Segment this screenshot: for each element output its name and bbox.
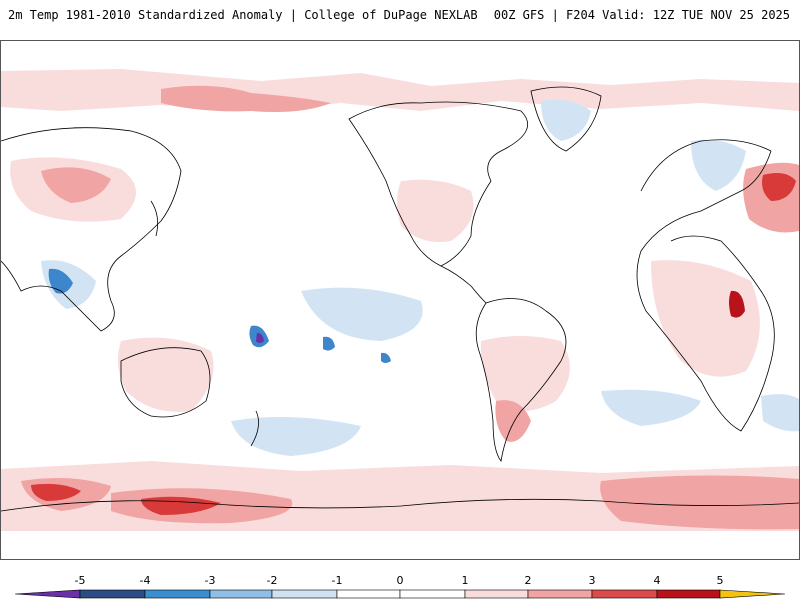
south-america-warm [480, 336, 570, 411]
patagonia-warm [495, 400, 531, 442]
legend-swatch-zero_neg [336, 589, 401, 599]
antarctica-outline [1, 498, 799, 512]
cool-anomaly-regions [41, 99, 799, 456]
russia-strong-warm [762, 173, 796, 201]
south-atlantic-cool [601, 389, 701, 426]
legend-right-arrow [719, 589, 786, 599]
warm-anomaly-regions [1, 69, 799, 531]
pacific-extreme-cool [256, 333, 264, 343]
antarctica-strong-warm-west [31, 483, 81, 501]
africa-warm [651, 260, 760, 377]
new-zealand-outline [250, 410, 259, 447]
indian-ocean-cool [761, 394, 799, 432]
legend-color-bar [14, 589, 786, 599]
map-header: 2m Temp 1981-2010 Standardized Anomaly |… [0, 0, 800, 30]
legend-tick: 2 [524, 574, 532, 587]
legend-tick: 5 [716, 574, 724, 587]
siberia-warm [161, 85, 331, 112]
pacific-cool [301, 287, 423, 341]
legend-tick: 0 [396, 574, 404, 587]
australia-outline [120, 347, 211, 418]
se-asia-strong-cool [48, 268, 73, 294]
map-title: 2m Temp 1981-2010 Standardized Anomaly |… [8, 8, 478, 22]
pacific-strong-cool-3 [381, 352, 391, 363]
greenland-outline [530, 86, 602, 152]
south-pacific-cool [231, 417, 361, 456]
legend-tick: 1 [461, 574, 469, 587]
east-africa-strong-warm [729, 290, 745, 318]
continent-outlines [1, 86, 799, 512]
anomaly-map-canvas [1, 69, 799, 531]
model-run-info: 00Z GFS | F204 Valid: 12Z TUE NOV 25 202… [493, 8, 790, 22]
legend-tick: 3 [588, 574, 596, 587]
legend-tick: -2 [266, 574, 278, 587]
legend-swatch-pos2 [527, 589, 593, 599]
legend-tick: 4 [653, 574, 661, 587]
japan-outline [150, 200, 159, 237]
asia-outline [1, 127, 182, 332]
color-scale-legend: -5 -4 -3 -2 -1 0 1 2 3 4 5 [0, 568, 800, 600]
central-america-outline [440, 265, 487, 304]
legend-left-arrow [14, 589, 81, 599]
legend-swatch-neg4 [79, 589, 146, 599]
legend-swatch-pos1 [464, 589, 529, 599]
legend-tick: -3 [204, 574, 216, 587]
legend-swatch-neg1 [271, 589, 338, 599]
legend-swatch-neg2 [209, 589, 273, 599]
australia-warm [117, 337, 214, 412]
north-america-outline [348, 101, 528, 267]
legend-swatch-pos4 [656, 589, 721, 599]
legend-swatch-pos3 [591, 589, 658, 599]
north-america-warm [397, 179, 474, 242]
arctic-warm-band [1, 69, 799, 111]
south-america-outline [475, 298, 567, 462]
asia-warm-patch [41, 167, 111, 203]
greenland-cool [541, 99, 591, 141]
europe-africa-outline [636, 139, 775, 432]
legend-tick: -4 [139, 574, 151, 587]
europe-cool [691, 139, 746, 191]
legend-swatch-neg3 [144, 589, 211, 599]
antarctica-warm-east [600, 475, 799, 530]
pacific-strong-cool-2 [323, 336, 335, 351]
legend-tick: -5 [74, 574, 86, 587]
legend-tick: -1 [331, 574, 343, 587]
legend-swatch-zero_pos [399, 589, 466, 599]
world-map [0, 40, 800, 560]
